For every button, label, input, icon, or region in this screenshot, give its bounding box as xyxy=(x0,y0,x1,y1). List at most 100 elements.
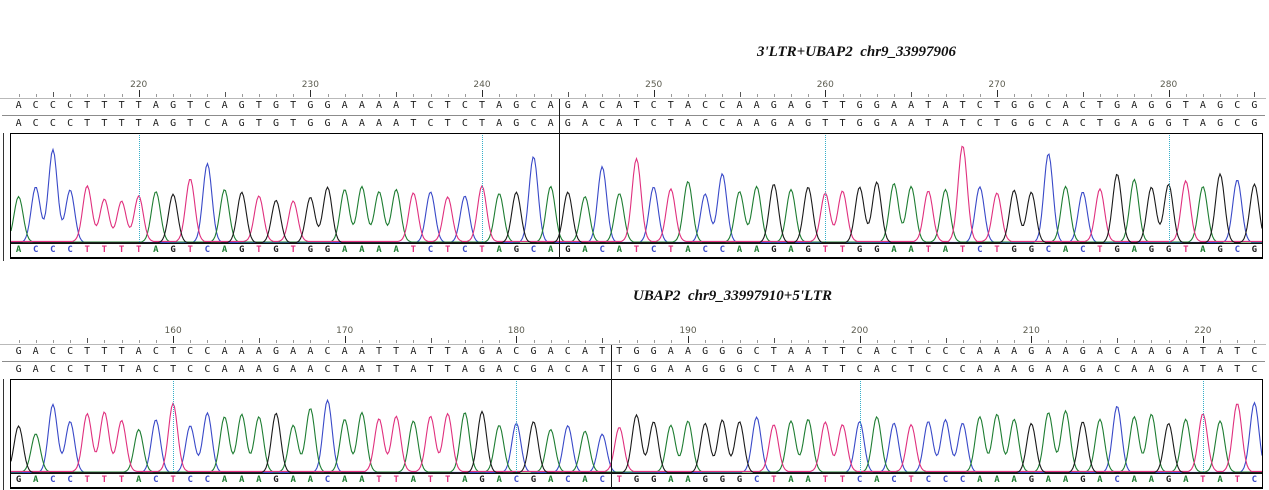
ruler-tick xyxy=(276,340,277,343)
aligned-base: T xyxy=(427,364,434,375)
aligned-base: C xyxy=(976,118,983,129)
reference-base: C xyxy=(187,346,194,357)
reference-base: C xyxy=(599,100,606,111)
basecall-letter: G xyxy=(1028,475,1034,485)
aligned-base: C xyxy=(513,364,520,375)
ruler-tick xyxy=(258,94,260,97)
reference-base: A xyxy=(805,346,812,357)
aligned-base: A xyxy=(873,364,880,375)
aligned-base: A xyxy=(1096,364,1103,375)
reference-base: A xyxy=(290,346,297,357)
basecall-letter: A xyxy=(410,475,417,485)
ruler-tick xyxy=(670,340,672,343)
basecall-letter: A xyxy=(290,475,296,485)
basecall-letter: A xyxy=(891,245,897,255)
basecall-letter: A xyxy=(582,245,588,255)
reference-base: T xyxy=(839,100,846,111)
aligned-base: A xyxy=(290,364,297,375)
ruler-tick xyxy=(636,94,638,97)
aligned-base: G xyxy=(770,118,777,129)
basecall-letter: T xyxy=(427,475,434,485)
ruler-tick xyxy=(1202,336,1204,343)
junction-line xyxy=(559,99,561,258)
aligned-base: A xyxy=(736,118,743,129)
ruler-tick xyxy=(361,340,363,343)
reference-base: T xyxy=(839,346,846,357)
basecall-letter: G xyxy=(1114,245,1120,255)
basecall-letter: A xyxy=(359,245,365,255)
reference-base: G xyxy=(1165,100,1172,111)
ruler-tick xyxy=(121,340,123,343)
ruler-tick xyxy=(499,94,501,97)
ruler-tick xyxy=(928,340,930,343)
aligned-base: A xyxy=(942,118,949,129)
reference-base: C xyxy=(959,346,966,357)
aligned-base: A xyxy=(616,118,623,129)
ruler-tick xyxy=(705,94,707,97)
basecall-letter: T xyxy=(959,245,966,255)
reference-base: T xyxy=(375,346,383,357)
panel1-title: 3'LTR+UBAP2 chr9_33997906 xyxy=(756,44,957,60)
aligned-base: C xyxy=(959,364,966,375)
basecall-letter: C xyxy=(977,245,983,255)
basecall-letter: T xyxy=(256,245,262,255)
aligned-base: G xyxy=(1028,364,1035,375)
aligned-base: A xyxy=(1131,364,1138,375)
reference-base: T xyxy=(444,100,451,111)
ruler-position-label: 280 xyxy=(1160,80,1178,90)
ruler-tick xyxy=(344,94,346,97)
ruler-tick xyxy=(962,340,964,343)
aligned-base: A xyxy=(255,364,262,375)
basecall-letter: C xyxy=(153,475,159,485)
basecall-letter: A xyxy=(359,475,365,485)
ruler-tick xyxy=(894,94,895,97)
ruler-tick xyxy=(705,340,707,343)
basecall-letter: T xyxy=(170,475,176,485)
reference-base: A xyxy=(942,100,949,111)
aligned-base: A xyxy=(581,364,589,375)
reference-base: A xyxy=(753,100,760,111)
reference-base: T xyxy=(427,346,434,357)
aligned-base: C xyxy=(856,364,863,375)
reference-base: G xyxy=(736,346,743,357)
basecall-letter: G xyxy=(856,245,863,255)
reference-base: G xyxy=(650,346,657,357)
ruler-tick xyxy=(979,94,981,97)
ruler-tick xyxy=(18,94,20,97)
reference-base: T xyxy=(444,346,451,357)
basecall-letter: C xyxy=(67,475,73,485)
ruler-tick xyxy=(876,340,878,343)
reference-base: A xyxy=(255,346,262,357)
aligned-base: A xyxy=(753,118,760,129)
ruler-tick xyxy=(1014,340,1016,343)
reference-base: A xyxy=(358,100,365,111)
basecall-letter: G xyxy=(736,475,743,485)
ruler-tick xyxy=(224,92,226,97)
basecall-letter: C xyxy=(67,245,73,255)
aligned-base: C xyxy=(719,118,726,129)
basecall-letter: C xyxy=(959,475,966,485)
aligned-base: A xyxy=(15,118,22,129)
basecall-letter: T xyxy=(187,245,193,255)
reference-base: C xyxy=(650,100,657,111)
basecall-letter: C xyxy=(462,245,468,255)
reference-base: G xyxy=(1079,346,1086,357)
basecall-letter: C xyxy=(1234,245,1240,255)
aligned-base: T xyxy=(993,118,1001,129)
reference-base: T xyxy=(908,346,915,357)
reference-base: C xyxy=(461,100,468,111)
ruler-tick xyxy=(808,94,810,97)
ruler-tick xyxy=(35,340,37,343)
reference-base: C xyxy=(753,346,760,357)
reference-base: C xyxy=(1114,346,1121,357)
ruler-tick xyxy=(859,94,861,97)
aligned-base: C xyxy=(702,118,709,129)
aligned-base: T xyxy=(444,118,451,129)
basecall-letter: A xyxy=(908,245,914,255)
reference-base: C xyxy=(32,100,39,111)
frame-left-line xyxy=(3,379,4,490)
ruler-tick xyxy=(550,94,552,97)
ruler-tick xyxy=(276,94,277,97)
basecall-letter: T xyxy=(994,245,1000,255)
basecall-letter: T xyxy=(771,475,777,485)
